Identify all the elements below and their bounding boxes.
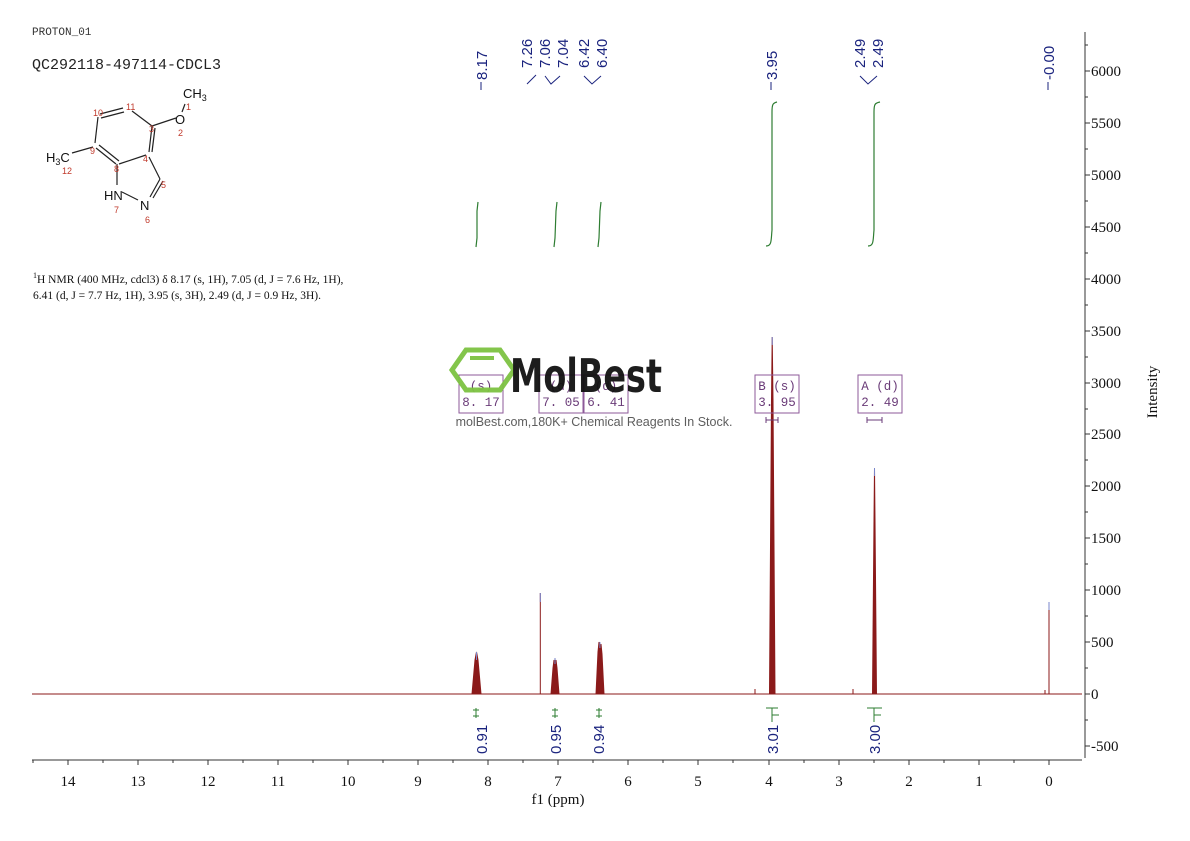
svg-text:B (s): B (s) <box>758 380 796 394</box>
molbest-brand: MolBest <box>510 349 662 403</box>
svg-text:12: 12 <box>201 774 216 790</box>
svg-text:4000: 4000 <box>1091 272 1121 288</box>
svg-text:9: 9 <box>90 146 95 156</box>
peak-labels: 8.17 7.26 7.06 7.04 6.42 6.40 3.95 2.49 … <box>474 39 1058 80</box>
svg-text:3.00: 3.00 <box>867 725 884 754</box>
svg-text:500: 500 <box>1091 635 1114 651</box>
x-axis <box>32 759 1082 765</box>
integral-ranges <box>473 707 882 722</box>
svg-text:6. 41: 6. 41 <box>587 396 625 410</box>
svg-text:2: 2 <box>178 128 183 138</box>
svg-text:0.91: 0.91 <box>474 725 491 754</box>
svg-text:3.01: 3.01 <box>765 725 782 754</box>
svg-text:0: 0 <box>1091 687 1099 703</box>
nmr-summary-line2: 6.41 (d, J = 7.7 Hz, 1H), 3.95 (s, 3H), … <box>33 289 321 302</box>
svg-text:6: 6 <box>145 215 150 225</box>
molbest-watermark: MolBest molBest.com,180K+ Chemical Reage… <box>448 347 733 429</box>
svg-text:5500: 5500 <box>1091 116 1121 132</box>
svg-text:12: 12 <box>62 166 72 176</box>
svg-text:(d): (d) <box>595 380 618 394</box>
svg-text:10: 10 <box>341 774 356 790</box>
svg-text:8: 8 <box>484 774 492 790</box>
svg-text:14: 14 <box>61 774 77 790</box>
svg-text:4: 4 <box>765 774 773 790</box>
peak-label-connectors <box>480 74 1049 90</box>
svg-text:2000: 2000 <box>1091 479 1121 495</box>
molbest-tagline: molBest.com,180K+ Chemical Reagents In S… <box>456 415 733 429</box>
svg-text:11: 11 <box>271 774 285 790</box>
svg-text:1000: 1000 <box>1091 583 1121 599</box>
svg-text:3.95: 3.95 <box>764 51 781 80</box>
svg-text:3. 95: 3. 95 <box>758 396 796 410</box>
multiplet-boxes <box>458 374 903 414</box>
svg-text:5: 5 <box>694 774 702 790</box>
svg-text:7.26: 7.26 <box>519 39 536 68</box>
y-axis <box>1084 32 1090 758</box>
svg-text:2500: 2500 <box>1091 427 1121 443</box>
spectrum-trace <box>32 336 1082 695</box>
peak-tops <box>476 337 1050 664</box>
svg-text:3500: 3500 <box>1091 324 1121 340</box>
x-axis-label: f1 (ppm) <box>532 792 585 808</box>
atom-ch3: CH3 <box>183 86 207 103</box>
integral-curves <box>475 101 881 248</box>
svg-text:7: 7 <box>114 205 119 215</box>
svg-text:5000: 5000 <box>1091 168 1121 184</box>
svg-text:6.40: 6.40 <box>594 39 611 68</box>
svg-text:0.95: 0.95 <box>548 725 565 754</box>
svg-text:0: 0 <box>1045 774 1053 790</box>
svg-text:6000: 6000 <box>1091 64 1121 80</box>
svg-text:13: 13 <box>131 774 146 790</box>
svg-text:-0.00: -0.00 <box>1041 46 1058 80</box>
svg-text:7. 05: 7. 05 <box>542 396 580 410</box>
sample-id: QC292118-497114-CDCL3 <box>32 57 222 74</box>
svg-text:9: 9 <box>414 774 422 790</box>
svg-text:11: 11 <box>126 102 135 112</box>
svg-text:7.06: 7.06 <box>537 39 554 68</box>
nmr-summary-line1: H NMR (400 MHz, cdcl3) δ 8.17 (s, 1H), 7… <box>37 273 344 286</box>
svg-text:5: 5 <box>161 180 166 190</box>
molbest-logo-icon <box>448 347 518 393</box>
svg-text:4500: 4500 <box>1091 220 1121 236</box>
svg-text:10: 10 <box>93 108 103 118</box>
atom-h3c: H3C <box>46 150 70 167</box>
svg-text:-500: -500 <box>1091 739 1119 755</box>
svg-text:2.49: 2.49 <box>852 39 869 68</box>
svg-text:3000: 3000 <box>1091 376 1121 392</box>
svg-text:1: 1 <box>186 102 191 112</box>
y-axis-label: Intensity <box>1145 365 1161 418</box>
svg-text:3: 3 <box>835 774 843 790</box>
svg-text:2. 49: 2. 49 <box>861 396 899 410</box>
integral-values: 0.91 0.95 0.94 3.01 3.00 <box>474 725 884 754</box>
svg-text:(d): (d) <box>550 380 573 394</box>
svg-text:6.42: 6.42 <box>576 39 593 68</box>
svg-text:8: 8 <box>114 164 119 174</box>
svg-text:A (d): A (d) <box>861 380 899 394</box>
svg-text:1: 1 <box>975 774 983 790</box>
atom-o: O <box>175 112 185 127</box>
experiment-label: PROTON_01 <box>32 27 92 39</box>
svg-text:2.49: 2.49 <box>870 39 887 68</box>
svg-text:7.04: 7.04 <box>555 39 572 68</box>
svg-text:0.94: 0.94 <box>591 725 608 754</box>
svg-text:6: 6 <box>624 774 632 790</box>
svg-text:8. 17: 8. 17 <box>462 396 500 410</box>
svg-text:4: 4 <box>143 154 148 164</box>
svg-text:2: 2 <box>905 774 913 790</box>
nmr-summary: 1H NMR (400 MHz, cdcl3) δ 8.17 (s, 1H), … <box>33 268 453 304</box>
svg-text:7: 7 <box>554 774 562 790</box>
svg-text:8.17: 8.17 <box>474 51 491 80</box>
atom-hn: HN <box>104 188 123 203</box>
atom-n: N <box>140 198 149 213</box>
multiplet-ranges <box>765 417 883 423</box>
svg-text:3: 3 <box>149 124 154 134</box>
svg-text:1500: 1500 <box>1091 531 1121 547</box>
